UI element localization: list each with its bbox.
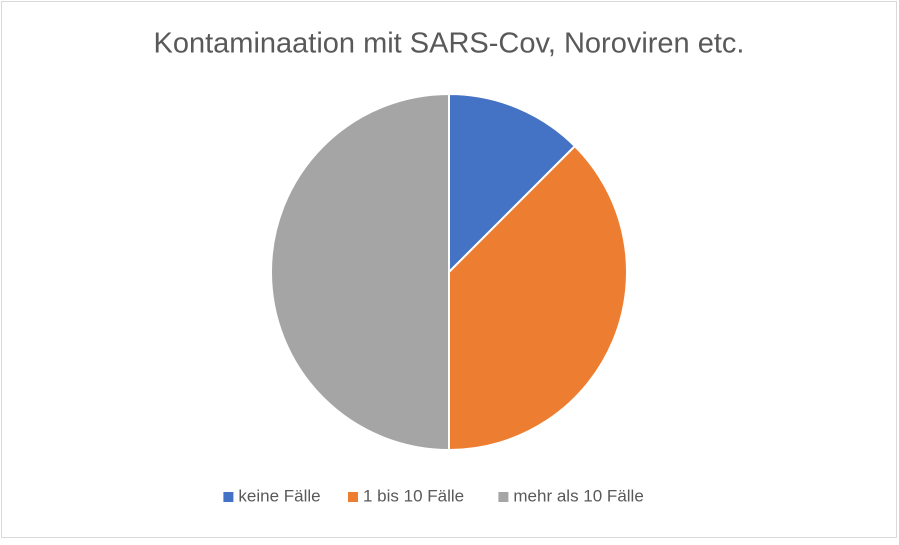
chart-title: Kontaminaation mit SARS-Cov, Noroviren e…: [154, 28, 745, 60]
legend-swatch: [498, 492, 509, 502]
legend-label: mehr als 10 Fälle: [513, 486, 643, 505]
legend-swatch: [223, 492, 234, 502]
legend-label: 1 bis 10 Fälle: [363, 486, 464, 505]
legend-label: keine Fälle: [238, 486, 320, 505]
pie-slice: [448, 144, 628, 452]
legend-swatch: [348, 492, 358, 502]
pie-slice: [270, 92, 450, 452]
pie-slice: [448, 92, 577, 275]
